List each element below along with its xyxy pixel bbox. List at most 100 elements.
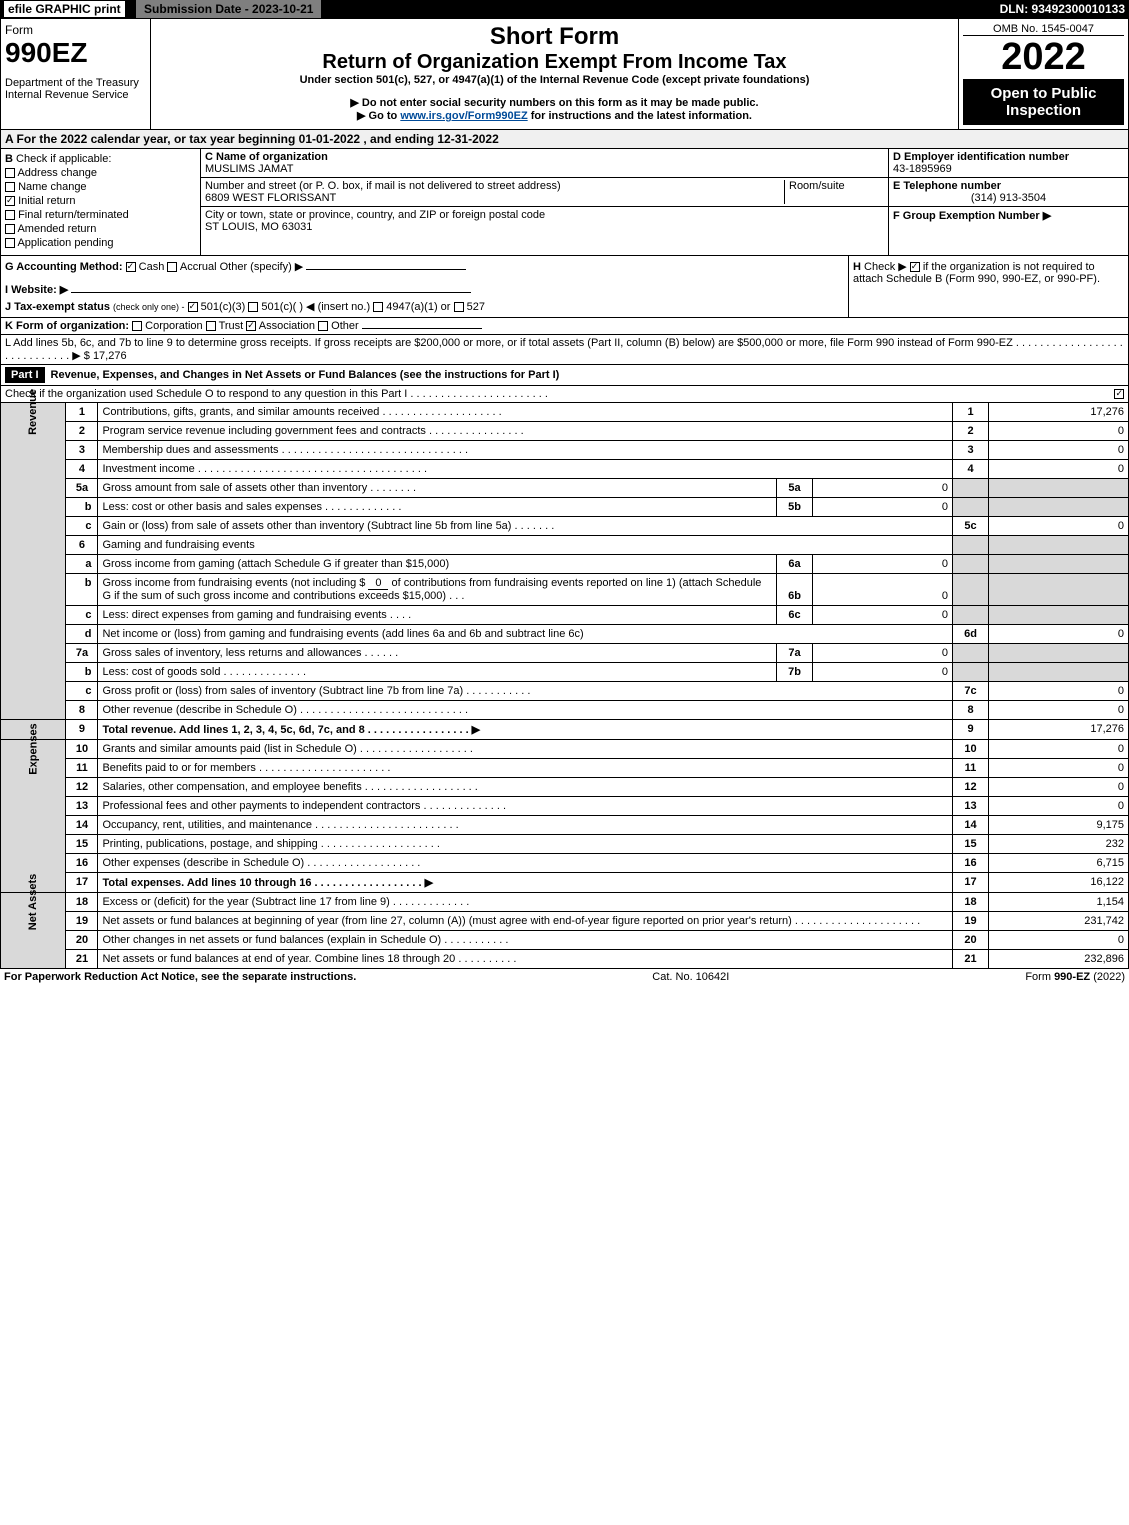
opt-final-label: Final return/terminated — [18, 209, 129, 221]
k-assoc: Association — [259, 320, 315, 332]
g-label: G Accounting Method: — [5, 261, 123, 273]
table-row: 13Professional fees and other payments t… — [1, 797, 1129, 816]
out-val: 0 — [989, 517, 1129, 536]
out-val: 0 — [989, 441, 1129, 460]
j-insert: ◀ (insert no.) — [306, 301, 370, 313]
in-val: 0 — [813, 663, 953, 682]
checkbox-icon[interactable] — [5, 238, 15, 248]
out-val: 231,742 — [989, 912, 1129, 931]
goto-pre: ▶ Go to — [357, 110, 400, 122]
opt-initial-label: Initial return — [18, 195, 75, 207]
phone-label: E Telephone number — [893, 180, 1001, 192]
opt-pending: Application pending — [5, 237, 196, 249]
ein: 43-1895969 — [893, 163, 952, 175]
short-form-title: Short Form — [155, 23, 954, 51]
out-num: 8 — [953, 701, 989, 720]
line-num: 20 — [66, 931, 98, 950]
line-desc: Net income or (loss) from gaming and fun… — [98, 625, 953, 644]
out-num: 7c — [953, 682, 989, 701]
checkbox-icon[interactable] — [373, 302, 383, 312]
out-num: 5c — [953, 517, 989, 536]
section-def: D Employer identification number 43-1895… — [888, 149, 1128, 255]
table-row: 5a Gross amount from sale of assets othe… — [1, 479, 1129, 498]
checkbox-icon[interactable] — [5, 168, 15, 178]
checkbox-icon[interactable] — [248, 302, 258, 312]
revenue-text: Revenue — [27, 389, 39, 435]
k-other-input[interactable] — [362, 328, 482, 329]
section-l: L Add lines 5b, 6c, and 7b to line 9 to … — [0, 335, 1129, 365]
table-row: 19Net assets or fund balances at beginni… — [1, 912, 1129, 931]
section-a: A For the 2022 calendar year, or tax yea… — [0, 130, 1129, 149]
out-val — [989, 663, 1129, 682]
desc-bold: Total expenses. Add lines 10 through 16 … — [102, 877, 433, 889]
line-desc: Gaming and fundraising events — [98, 536, 953, 555]
checkbox-icon[interactable] — [454, 302, 464, 312]
out-num: 15 — [953, 835, 989, 854]
out-val — [989, 574, 1129, 606]
out-num — [953, 536, 989, 555]
checkbox-icon[interactable] — [246, 321, 256, 331]
do-not-notice: ▶ Do not enter social security numbers o… — [155, 96, 954, 109]
line-num: 4 — [66, 460, 98, 479]
table-row: 15Printing, publications, postage, and s… — [1, 835, 1129, 854]
financial-table: Revenue 1 Contributions, gifts, grants, … — [0, 403, 1129, 969]
net-text: Net Assets — [27, 874, 39, 930]
irs-link[interactable]: www.irs.gov/Form990EZ — [400, 110, 527, 122]
line-desc: Salaries, other compensation, and employ… — [98, 778, 953, 797]
checkbox-icon[interactable] — [910, 262, 920, 272]
out-val: 232 — [989, 835, 1129, 854]
check-line: Check if the organization used Schedule … — [5, 388, 548, 400]
out-num: 21 — [953, 950, 989, 969]
checkbox-icon[interactable] — [5, 196, 15, 206]
dln: DLN: 93492300010133 — [1000, 2, 1125, 16]
in-val: 0 — [813, 644, 953, 663]
j-label: J Tax-exempt status — [5, 301, 110, 313]
l-text: L Add lines 5b, 6c, and 7b to line 9 to … — [5, 337, 1123, 362]
opt-amended-label: Amended return — [17, 223, 96, 235]
checkbox-icon[interactable] — [132, 321, 142, 331]
out-num — [953, 644, 989, 663]
line-desc: Other revenue (describe in Schedule O) .… — [98, 701, 953, 720]
checkbox-icon[interactable] — [167, 262, 177, 272]
opt-initial: Initial return — [5, 195, 196, 207]
part-title: Revenue, Expenses, and Changes in Net As… — [51, 369, 560, 381]
j-527: 527 — [467, 301, 485, 313]
k-label: K Form of organization: — [5, 320, 129, 332]
checkbox-icon[interactable] — [5, 224, 15, 234]
in-num: 6b — [777, 574, 813, 606]
checkbox-icon[interactable] — [318, 321, 328, 331]
line-num: 2 — [66, 422, 98, 441]
out-num: 18 — [953, 893, 989, 912]
checkbox-icon[interactable] — [1114, 389, 1124, 399]
opt-address: Address change — [5, 167, 196, 179]
line-num: 8 — [66, 701, 98, 720]
h-label: H — [853, 261, 861, 273]
under-section: Under section 501(c), 527, or 4947(a)(1)… — [155, 74, 954, 86]
in-num: 6c — [777, 606, 813, 625]
checkbox-icon[interactable] — [5, 182, 15, 192]
line-num: 12 — [66, 778, 98, 797]
other-input[interactable] — [306, 269, 466, 270]
section-g: G Accounting Method: Cash Accrual Other … — [1, 256, 848, 317]
out-val — [989, 555, 1129, 574]
line-desc: Investment income . . . . . . . . . . . … — [98, 460, 953, 479]
line-desc: Membership dues and assessments . . . . … — [98, 441, 953, 460]
opt-amended: Amended return — [5, 223, 196, 235]
l-value: 17,276 — [93, 350, 127, 362]
line-desc: Occupancy, rent, utilities, and maintena… — [98, 816, 953, 835]
checkbox-icon[interactable] — [126, 262, 136, 272]
checkbox-icon[interactable] — [188, 302, 198, 312]
out-num — [953, 498, 989, 517]
checkbox-icon[interactable] — [206, 321, 216, 331]
out-num: 3 — [953, 441, 989, 460]
checkbox-icon[interactable] — [5, 210, 15, 220]
out-val: 0 — [989, 701, 1129, 720]
out-num: 11 — [953, 759, 989, 778]
out-val: 6,715 — [989, 854, 1129, 873]
out-val: 0 — [989, 797, 1129, 816]
part-1-header: Part I Revenue, Expenses, and Changes in… — [0, 365, 1129, 386]
footer-right-bold: 990-EZ — [1054, 971, 1090, 983]
j-c: 501(c)( ) — [261, 301, 303, 313]
website-input[interactable] — [71, 292, 471, 293]
out-num: 16 — [953, 854, 989, 873]
